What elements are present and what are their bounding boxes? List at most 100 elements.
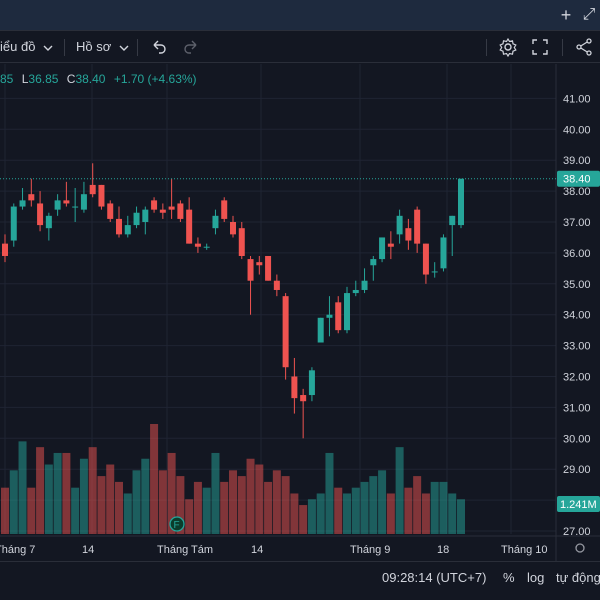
auto-scale-button[interactable]: tự động	[556, 570, 600, 585]
volume-label: 1.241M	[560, 499, 597, 511]
candle-body	[449, 215, 456, 226]
volume-bar	[18, 441, 27, 534]
candle-body	[300, 395, 307, 402]
axis-settings-icon[interactable]	[575, 543, 585, 553]
price-tick-label: 37.00	[563, 217, 591, 229]
chevron-down-icon	[119, 45, 129, 51]
redo-icon[interactable]	[181, 37, 201, 57]
candle-body	[291, 376, 298, 399]
expand-window-icon[interactable]: ⤢	[582, 6, 596, 23]
volume-bar	[325, 452, 334, 534]
volume-bar	[413, 476, 422, 534]
chart-type-button[interactable]: iểu đồ	[0, 31, 53, 63]
earnings-marker[interactable]	[169, 516, 185, 532]
volume-bar	[255, 464, 264, 534]
candle-body	[72, 206, 79, 208]
price-tick-label: 40.00	[563, 124, 591, 136]
price-tick-label: 33.00	[563, 341, 591, 353]
candle-body	[133, 212, 140, 226]
profile-button[interactable]: Hồ sơ	[76, 31, 129, 63]
candle-body	[458, 178, 464, 226]
volume-bar	[132, 470, 141, 534]
volume-badge	[557, 496, 600, 512]
price-tick-label: 38.00	[563, 186, 591, 198]
candle-body	[379, 237, 386, 260]
chart-type-label: iểu đồ	[0, 39, 36, 54]
volume-bar	[299, 505, 308, 534]
volume-bar	[176, 476, 185, 534]
legend-close-key: C	[66, 72, 76, 86]
candle-body	[186, 209, 193, 244]
volume-bar	[229, 470, 237, 534]
profile-label: Hồ sơ	[76, 39, 112, 54]
candle-body	[98, 184, 105, 207]
log-scale-button[interactable]: log	[527, 570, 545, 585]
volume-bar	[193, 481, 202, 534]
volume-bar	[246, 458, 255, 534]
volume-bar	[36, 447, 45, 534]
price-chart[interactable]: 41.00 40.00 39.00 38.00 37.00 36.00 35.00 34.00…	[0, 64, 600, 561]
volume-bar	[404, 487, 413, 534]
candle-body	[28, 194, 35, 201]
volume-bar	[79, 458, 88, 534]
volume-bar	[9, 470, 18, 534]
volume-bar	[281, 476, 290, 534]
add-tab-icon[interactable]: +	[560, 5, 572, 25]
price-tick-label: 41.00	[563, 93, 591, 105]
volume-bar	[27, 487, 36, 534]
legend-change: +1.70 (+4.63%)	[113, 72, 197, 86]
candle-body	[159, 209, 166, 213]
candle-body	[238, 228, 245, 256]
time-tick-label: Tháng 9	[350, 544, 390, 556]
volume-bar	[44, 464, 53, 534]
volume-bar	[97, 476, 106, 534]
candle-body	[317, 317, 324, 343]
volume-bar	[202, 487, 211, 534]
candle-body	[151, 200, 158, 210]
volume-bar	[53, 452, 62, 534]
undo-icon[interactable]	[149, 37, 169, 57]
toolbar-divider	[64, 39, 65, 56]
price-tick-label: 35.00	[563, 279, 591, 291]
legend-open-value: 85	[0, 72, 14, 86]
candle-body	[203, 246, 210, 248]
candle-body	[431, 271, 438, 273]
candle-body	[396, 215, 403, 235]
candle-body	[116, 218, 122, 235]
earnings-marker-label: F	[174, 520, 180, 531]
fullscreen-icon[interactable]	[530, 37, 550, 57]
candle-body	[308, 370, 315, 396]
time-tick-label: 14	[82, 544, 94, 556]
volume-bar	[386, 493, 395, 534]
volume-bar	[1, 487, 9, 534]
candle-body	[440, 237, 447, 269]
candle-body	[230, 222, 236, 235]
toolbar-divider	[562, 39, 563, 56]
volume-bar	[448, 493, 457, 534]
share-icon[interactable]	[574, 37, 594, 57]
volume-bar	[457, 499, 465, 534]
candle-body	[168, 206, 175, 210]
candle-body	[177, 203, 184, 219]
window-top-bar: + ⤢	[0, 0, 600, 31]
gear-icon[interactable]	[498, 37, 518, 57]
volume-bar	[158, 470, 167, 534]
legend-low-key: L	[21, 72, 29, 86]
last-price-label: 38.40	[563, 174, 591, 186]
candle-body	[2, 243, 8, 256]
toolbar-divider	[486, 39, 487, 56]
volume-bar	[264, 481, 273, 534]
volume-bar	[106, 464, 115, 534]
price-tick-label: 30.00	[563, 433, 591, 445]
volume-bar	[360, 481, 369, 534]
price-tick-label: 32.00	[563, 372, 591, 384]
percent-scale-button[interactable]: %	[503, 570, 515, 585]
candle-body	[124, 225, 131, 235]
candle-body	[54, 200, 61, 210]
volume-bar	[334, 487, 343, 534]
clock-readout[interactable]: 09:28:14 (UTC+7)	[382, 570, 487, 585]
volume-bar	[439, 481, 448, 534]
volume-bar	[369, 476, 378, 534]
volume-bar	[378, 470, 387, 534]
volume-bar	[272, 470, 281, 534]
